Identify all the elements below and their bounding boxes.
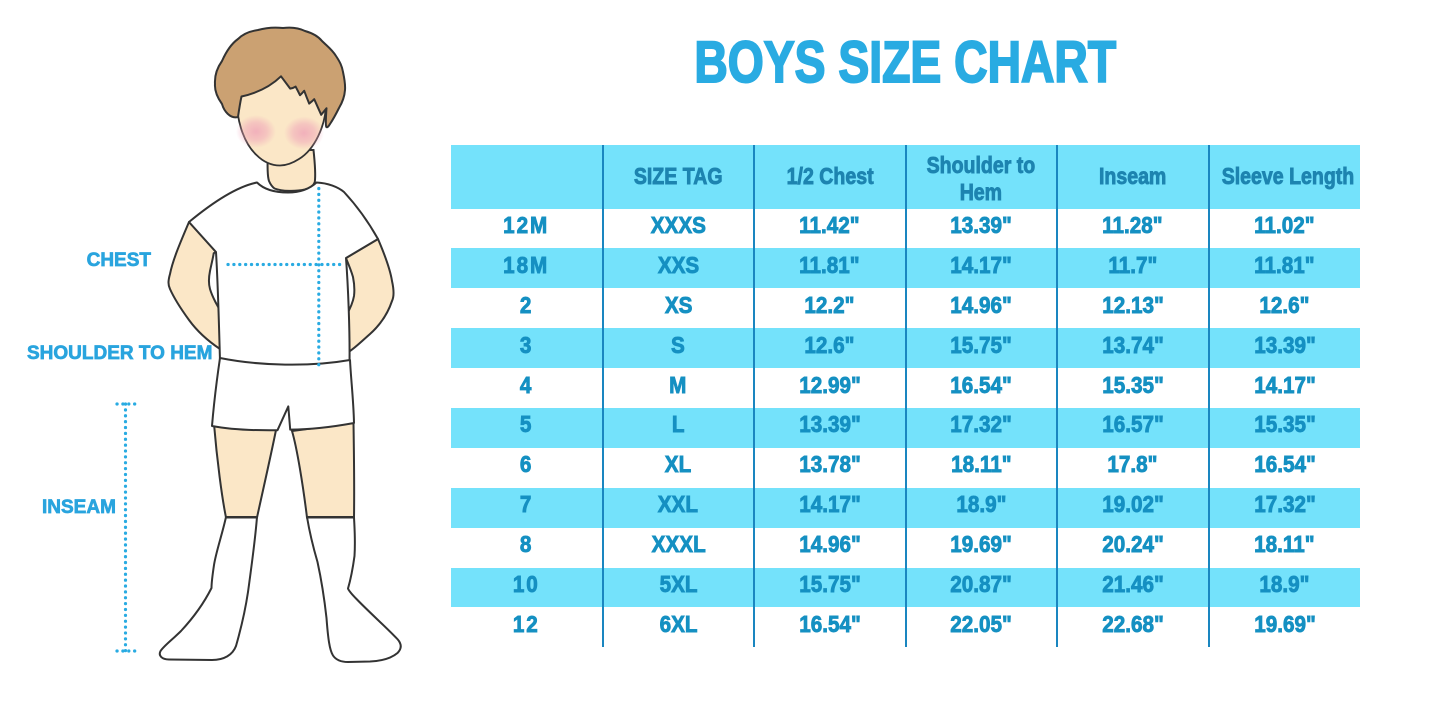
svg-text:SHOULDER TO HEM: SHOULDER TO HEM [27, 343, 212, 364]
svg-text:INSEAM: INSEAM [42, 497, 116, 518]
svg-text:CHEST: CHEST [87, 250, 152, 271]
